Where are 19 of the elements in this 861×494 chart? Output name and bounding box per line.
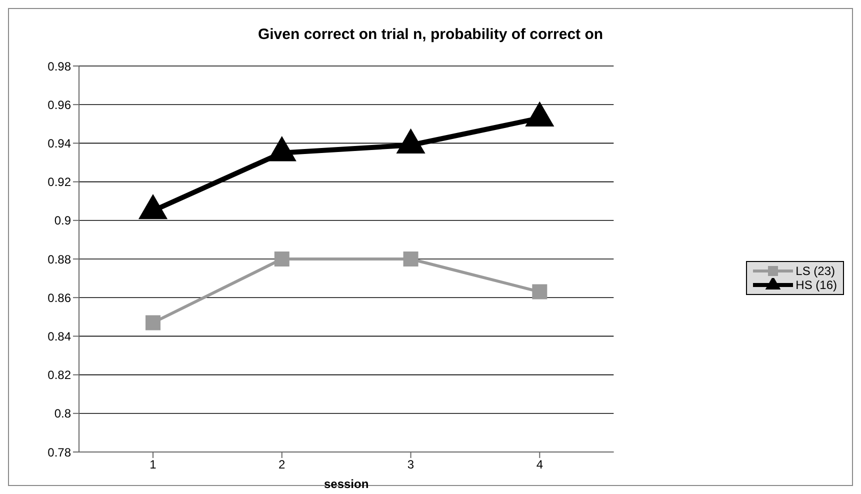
y-tick-label: 0.98 [48, 59, 72, 74]
chart-title: Given correct on trial n, probability of correct on [256, 25, 604, 45]
y-tick-label: 0.8 [54, 406, 72, 421]
legend-label: HS (16) [796, 278, 837, 292]
y-tick-label: 0.82 [48, 368, 72, 382]
y-tick-label: 0.88 [48, 252, 72, 266]
y-tick-label: 0.84 [48, 329, 72, 344]
legend-label: LS (23) [796, 264, 836, 278]
y-tick-label: 0.92 [48, 175, 72, 190]
x-tick-label: 3 [407, 458, 414, 472]
x-tick-label: 2 [278, 458, 286, 472]
x-axis-title: session [324, 477, 369, 491]
y-tick-label: 0.94 [48, 136, 72, 150]
y-tick-label: 0.78 [48, 445, 72, 460]
y-tick-label: 0.96 [48, 98, 72, 112]
y-tick-label: 0.9 [54, 214, 72, 228]
x-tick-label: 4 [536, 458, 544, 472]
y-tick-label: 0.86 [48, 290, 72, 305]
x-tick-label: 1 [150, 458, 157, 472]
